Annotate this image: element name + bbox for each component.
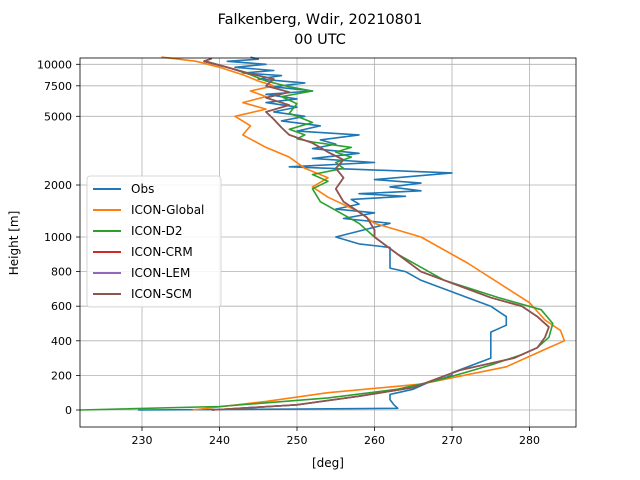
x-tick-label: 280 bbox=[519, 434, 540, 447]
legend-label-icon-lem: ICON-LEM bbox=[131, 266, 190, 280]
legend-box bbox=[86, 175, 222, 308]
plot-frame bbox=[79, 57, 577, 428]
legend-label-icon-scm: ICON-SCM bbox=[131, 287, 192, 301]
y-tick-label: 400 bbox=[51, 335, 72, 348]
y-tick-label: 600 bbox=[51, 300, 72, 313]
legend-label-icon-d2: ICON-D2 bbox=[131, 224, 183, 238]
x-tick-label: 250 bbox=[287, 434, 308, 447]
x-tick-label: 270 bbox=[442, 434, 463, 447]
series-lines bbox=[79, 56, 566, 411]
y-tick-label: 800 bbox=[51, 266, 72, 279]
y-tick-label: 7500 bbox=[44, 80, 72, 93]
y-tick-label: 2000 bbox=[44, 179, 72, 192]
y-tick-label: 1000 bbox=[44, 231, 72, 244]
x-tick-label: 260 bbox=[364, 434, 385, 447]
legend-label-obs: Obs bbox=[131, 182, 154, 196]
chart-subtitle: 00 UTC bbox=[294, 32, 346, 48]
chart-title: Falkenberg, Wdir, 20210801 bbox=[218, 12, 423, 28]
x-axis-ticks: 230 240 250 260 270 280 bbox=[132, 427, 540, 447]
x-axis-label: [deg] bbox=[312, 456, 344, 470]
x-tick-label: 230 bbox=[132, 434, 153, 447]
grid-lines bbox=[80, 58, 576, 427]
series-line-icon-global bbox=[161, 56, 566, 411]
y-tick-label: 5000 bbox=[44, 110, 72, 123]
legend: Obs ICON-Global ICON-D2 ICON-CRM ICON-LEM ICO… bbox=[86, 175, 222, 308]
y-tick-label: 0 bbox=[65, 404, 72, 417]
y-tick-label: 200 bbox=[51, 369, 72, 382]
y-tick-label: 10000 bbox=[37, 58, 72, 71]
legend-label-icon-crm: ICON-CRM bbox=[131, 245, 193, 259]
series-line-obs bbox=[138, 56, 508, 411]
legend-label-icon-global: ICON-Global bbox=[131, 203, 204, 217]
series-line-icon-scm bbox=[203, 57, 550, 411]
x-tick-label: 240 bbox=[209, 434, 230, 447]
y-axis-label: Height [m] bbox=[7, 211, 21, 276]
y-axis-ticks: 0 200 400 600 800 1000 2000 5000 7500 10000 bbox=[37, 58, 80, 417]
